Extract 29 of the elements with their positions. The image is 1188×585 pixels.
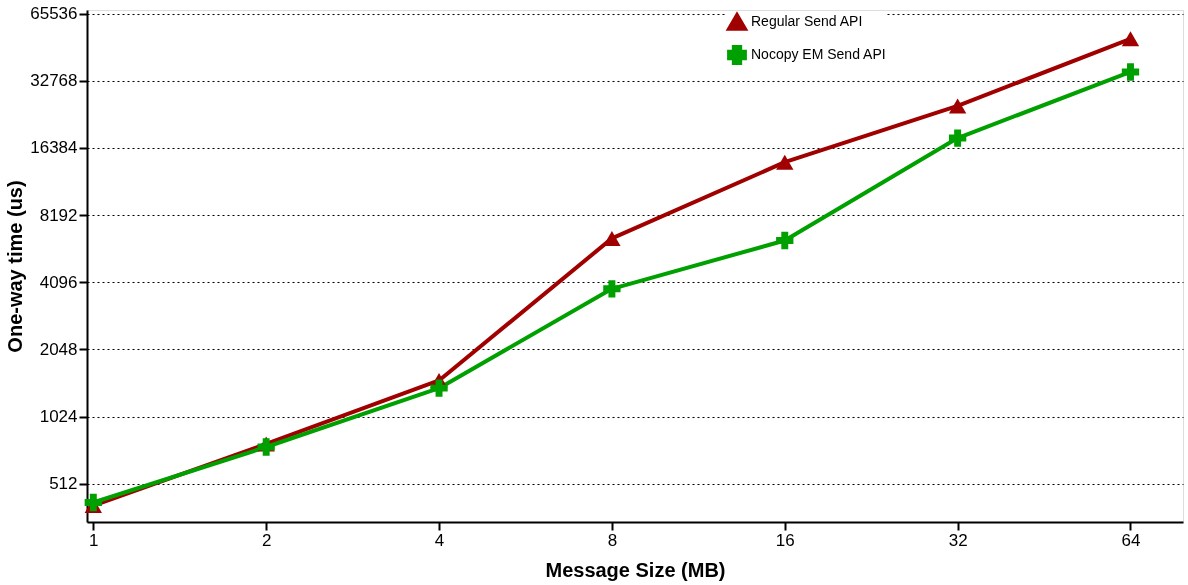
y-axis-title: One-way time (us) [4,180,27,353]
point [948,98,967,114]
x-tick-label: 8 [607,530,618,550]
legend-label: Regular Send API [751,13,863,29]
y-tick-label: 2048 [39,339,78,359]
point [776,231,794,250]
x-tick-label: 64 [1121,530,1141,550]
x-axis-title: Message Size (MB) [545,558,726,581]
x-tick-label: 4 [434,530,445,550]
x-tick-label: 2 [261,530,272,550]
point [430,379,448,397]
point [1121,63,1140,81]
y-tick-label: 8192 [39,205,78,225]
point [603,280,621,298]
legend-label: Nocopy EM Send API [751,46,886,62]
x-tick-label: 16 [775,530,795,550]
y-tick-label: 4096 [39,272,78,292]
point [776,154,794,170]
point [948,129,967,147]
y-tick-label: 1024 [39,407,78,427]
y-tick-label: 65536 [30,4,78,24]
point [257,438,275,456]
x-tick-label: 32 [948,530,968,550]
y-tick-label: 16384 [30,138,78,158]
point [1121,31,1140,47]
x-tick-label: 1 [89,530,99,550]
y-tick-label: 32768 [30,71,78,91]
point [84,493,102,512]
y-tick-label: 512 [49,474,78,494]
